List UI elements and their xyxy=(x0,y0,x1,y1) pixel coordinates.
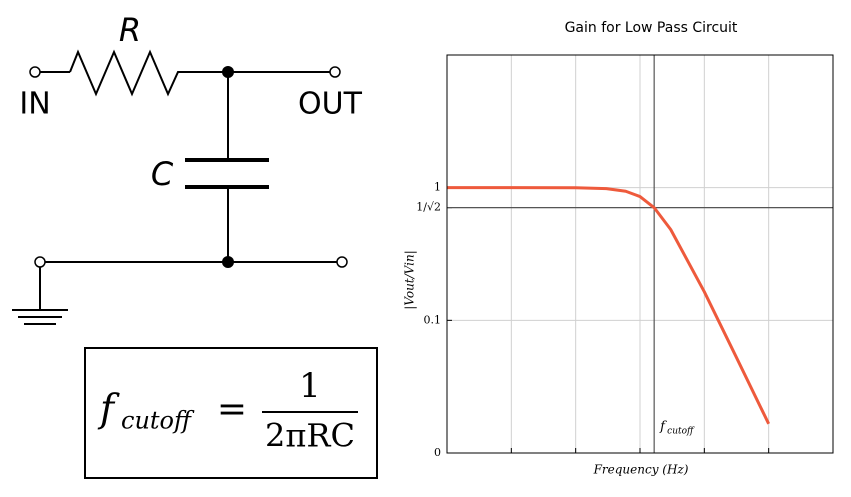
formula-numerator: 1 xyxy=(299,366,321,406)
y-tick-label: 1 xyxy=(434,181,441,194)
y-tick-label: 1/√2 xyxy=(416,201,441,214)
terminal xyxy=(34,256,46,268)
output-label: OUT xyxy=(298,87,363,122)
input-label: IN xyxy=(19,87,50,122)
formula: f cutoff = 1 2πRC xyxy=(84,347,378,479)
terminal xyxy=(29,66,41,78)
y-tick-label: 0.1 xyxy=(424,313,442,326)
y-tick-label: 0 xyxy=(434,446,441,459)
annotation: f xyxy=(659,420,667,435)
x-axis-label: Frequency (Hz) xyxy=(593,463,689,477)
y-axis-label: |Vout/Vin| xyxy=(403,250,417,310)
gain-curve xyxy=(447,186,771,425)
node xyxy=(222,256,234,268)
circuit: R C IN OUT xyxy=(12,11,363,325)
resistor-label: R xyxy=(119,11,141,49)
terminal xyxy=(329,66,341,78)
terminal xyxy=(336,256,348,268)
capacitor-label: C xyxy=(151,155,174,193)
resistor-symbol xyxy=(69,49,185,97)
plot-frame xyxy=(446,54,834,454)
formula-denominator: 2πRC xyxy=(265,417,355,455)
formula-lhs-sub: cutoff xyxy=(121,407,195,435)
formula-equals: = xyxy=(217,389,247,430)
annotation-sub: cutoff xyxy=(667,427,695,437)
chart-title: Gain for Low Pass Circuit xyxy=(565,20,738,36)
